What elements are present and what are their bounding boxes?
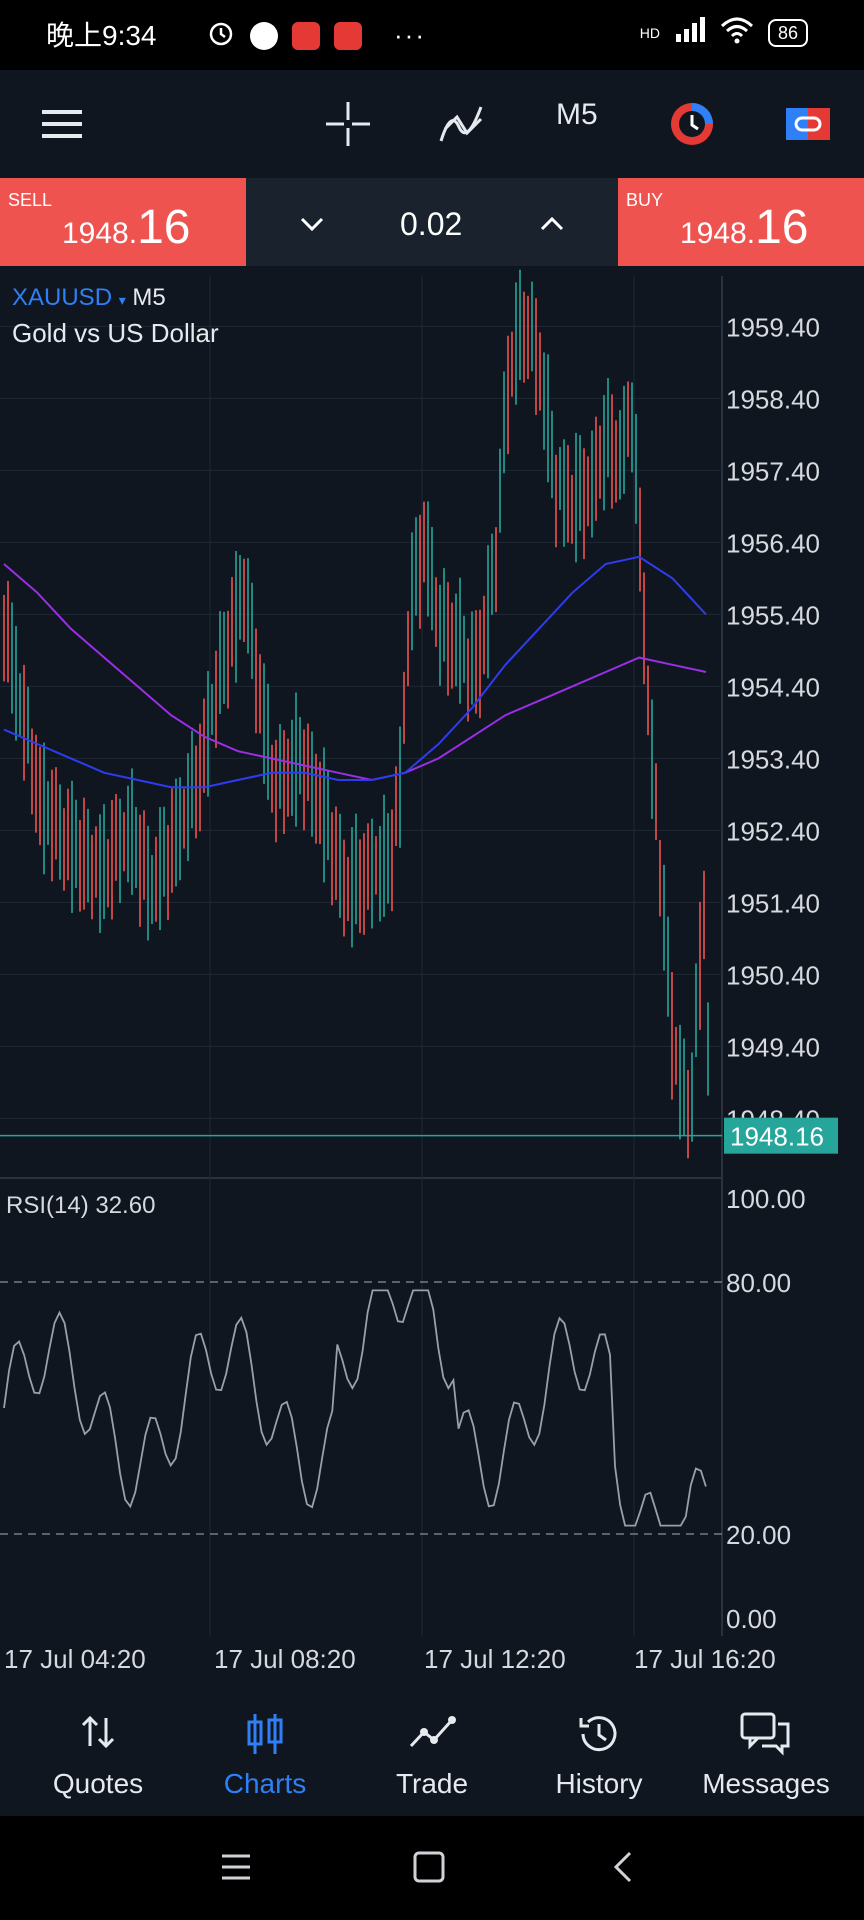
price-axis-label: 1954.40: [726, 672, 820, 702]
rsi-indicator-label: RSI(14) 32.60: [6, 1192, 156, 1219]
history-clock-icon: [579, 1716, 617, 1752]
sell-price-big: 16: [137, 201, 191, 254]
buy-price-main: 1948.: [680, 217, 756, 250]
time-axis-label: 17 Jul 04:20: [4, 1644, 146, 1674]
nav-trade[interactable]: Trade: [352, 1690, 512, 1816]
timeframe-button[interactable]: M5: [556, 98, 598, 131]
one-click-trade-bar: SELL 1948.16 0.02 BUY 1948.16: [0, 178, 864, 266]
buy-price-big: 16: [755, 201, 809, 254]
nav-charts[interactable]: Charts: [185, 1690, 345, 1816]
chart-settings-button[interactable]: [660, 92, 724, 156]
buy-label: BUY: [626, 190, 664, 210]
rsi-axis-label: 0.00: [726, 1604, 777, 1634]
rsi-axis-label: 100.00: [726, 1184, 806, 1214]
nav-quotes-label: Quotes: [52, 1768, 144, 1799]
nav-messages-label: Messages: [702, 1768, 830, 1799]
nav-history-label: History: [555, 1768, 643, 1799]
current-price-label: 1948.16: [730, 1122, 824, 1152]
indicators-button[interactable]: [430, 92, 494, 156]
network-type: HD: [639, 24, 660, 41]
rsi-axis-label: 80.00: [726, 1268, 791, 1298]
nav-quotes[interactable]: Quotes: [18, 1690, 178, 1816]
wifi-icon: [720, 16, 754, 49]
buy-button[interactable]: BUY 1948.16: [618, 178, 864, 266]
sell-button[interactable]: SELL 1948.16: [0, 178, 246, 266]
trade-line-icon: [409, 1716, 456, 1748]
app-notification-icon: [250, 21, 278, 50]
sell-label: SELL: [8, 190, 53, 210]
lot-size-field[interactable]: 0.02: [400, 206, 463, 242]
quotes-arrows-icon: [81, 1715, 115, 1749]
moving-average-purple: [3, 563, 707, 782]
price-axis-label: 1958.40: [726, 384, 820, 414]
chart-symbol: XAUUSD: [12, 284, 113, 311]
nav-history[interactable]: History: [519, 1690, 679, 1816]
alarm-icon: [206, 18, 236, 53]
price-axis-label: 1952.40: [726, 816, 820, 846]
nav-trade-label: Trade: [395, 1768, 469, 1799]
status-icons-left: ···: [206, 18, 426, 53]
time-axis-label: 17 Jul 16:20: [634, 1644, 776, 1674]
lot-decrease-button[interactable]: [292, 204, 332, 244]
price-axis-label: 1953.40: [726, 744, 820, 774]
more-notifications-icon: ···: [394, 20, 426, 50]
price-axis-label: 1955.40: [726, 600, 820, 630]
menu-button[interactable]: [30, 92, 94, 156]
price-axis-label: 1959.40: [726, 312, 820, 342]
moving-average-blue: [3, 555, 707, 789]
indicators-icon: [439, 106, 483, 142]
hamburger-icon: [42, 110, 82, 138]
crosshair-button[interactable]: [316, 92, 380, 156]
system-navigation-bar: [0, 1816, 864, 1920]
chart-timeframe: M5: [132, 284, 166, 311]
battery-indicator: 86: [767, 18, 808, 47]
status-time: 晚上9:34: [46, 20, 157, 51]
signal-icon: [674, 16, 706, 49]
time-axis-label: 17 Jul 12:20: [424, 1644, 566, 1674]
colorful-clock-icon: [671, 103, 713, 145]
app-notification-icon: [334, 21, 362, 50]
price-chart[interactable]: 1959.40 1958.40 1957.40 1956.40 1955.40 1954.…: [0, 266, 864, 1686]
rsi-line: [3, 1289, 707, 1527]
back-icon[interactable]: [610, 1850, 636, 1884]
status-bar: 晚上9:34 ··· HD 86: [0, 0, 864, 70]
messages-icon: [740, 1712, 790, 1756]
sell-price: 1948.16: [62, 200, 190, 255]
charts-candles-icon: [247, 1714, 283, 1754]
one-click-trade-icon: [786, 108, 830, 140]
app-notification-icon: [292, 21, 320, 50]
lot-increase-button[interactable]: [532, 204, 572, 244]
crosshair-icon: [326, 102, 370, 146]
chart-description: Gold vs US Dollar: [12, 318, 219, 348]
sell-price-main: 1948.: [62, 217, 138, 250]
symbol-dropdown-icon: ▾: [118, 292, 126, 308]
nav-messages[interactable]: Messages: [686, 1690, 846, 1816]
price-axis-label: 1950.40: [726, 960, 820, 990]
price-axis-label: 1956.40: [726, 528, 820, 558]
price-axis-label: 1949.40: [726, 1032, 820, 1062]
home-icon[interactable]: [412, 1850, 446, 1884]
buy-price: 1948.16: [680, 200, 808, 255]
status-icons-right: HD 86: [640, 16, 808, 49]
chart-toolbar: M5: [0, 70, 864, 178]
chart-symbol-header[interactable]: XAUUSD ▾ M5: [12, 284, 166, 312]
price-axis-label: 1957.40: [726, 456, 820, 486]
bottom-navigation: Quotes Charts Trade History Messages: [0, 1690, 864, 1816]
rsi-axis-label: 20.00: [726, 1520, 791, 1550]
time-axis-label: 17 Jul 08:20: [214, 1644, 356, 1674]
price-axis-label: 1951.40: [726, 888, 820, 918]
nav-charts-label: Charts: [223, 1768, 307, 1799]
one-click-trading-button[interactable]: [776, 92, 840, 156]
current-price-tag: [724, 1117, 838, 1154]
recent-apps-icon[interactable]: [218, 1850, 254, 1884]
